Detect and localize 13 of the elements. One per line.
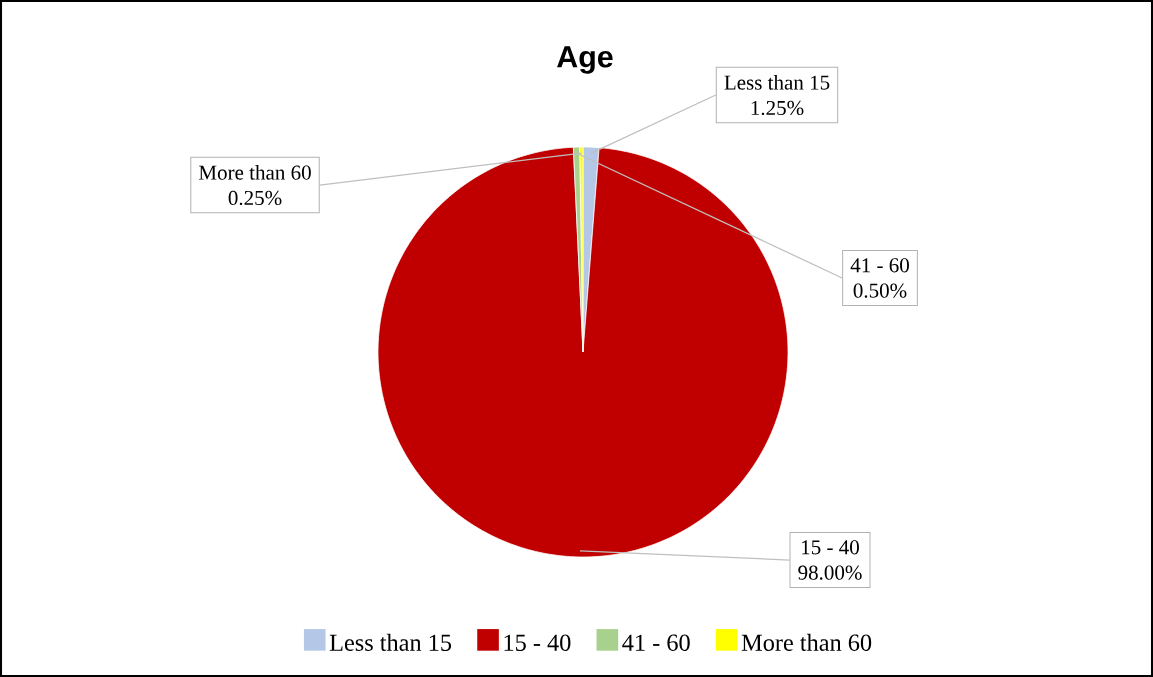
slice-label: 15 - 40 [802, 540, 859, 555]
legend-label: Less than 15 [329, 633, 452, 651]
slice-label: 41 - 60 [850, 258, 909, 273]
legend-label: More than 60 [741, 633, 872, 651]
legend-label: 15 - 40 [504, 634, 571, 651]
data-label: 0.50% [853, 283, 907, 298]
data-label: 1.25% [751, 100, 804, 116]
data-label: 0.25% [228, 190, 282, 206]
legend-label: 41 - 60 [622, 634, 690, 651]
slice-label: More than 60 [198, 164, 311, 180]
data-label: 98.00% [798, 565, 862, 580]
chart-title: Age [557, 46, 613, 74]
slice-label: Less than 15 [724, 74, 830, 90]
